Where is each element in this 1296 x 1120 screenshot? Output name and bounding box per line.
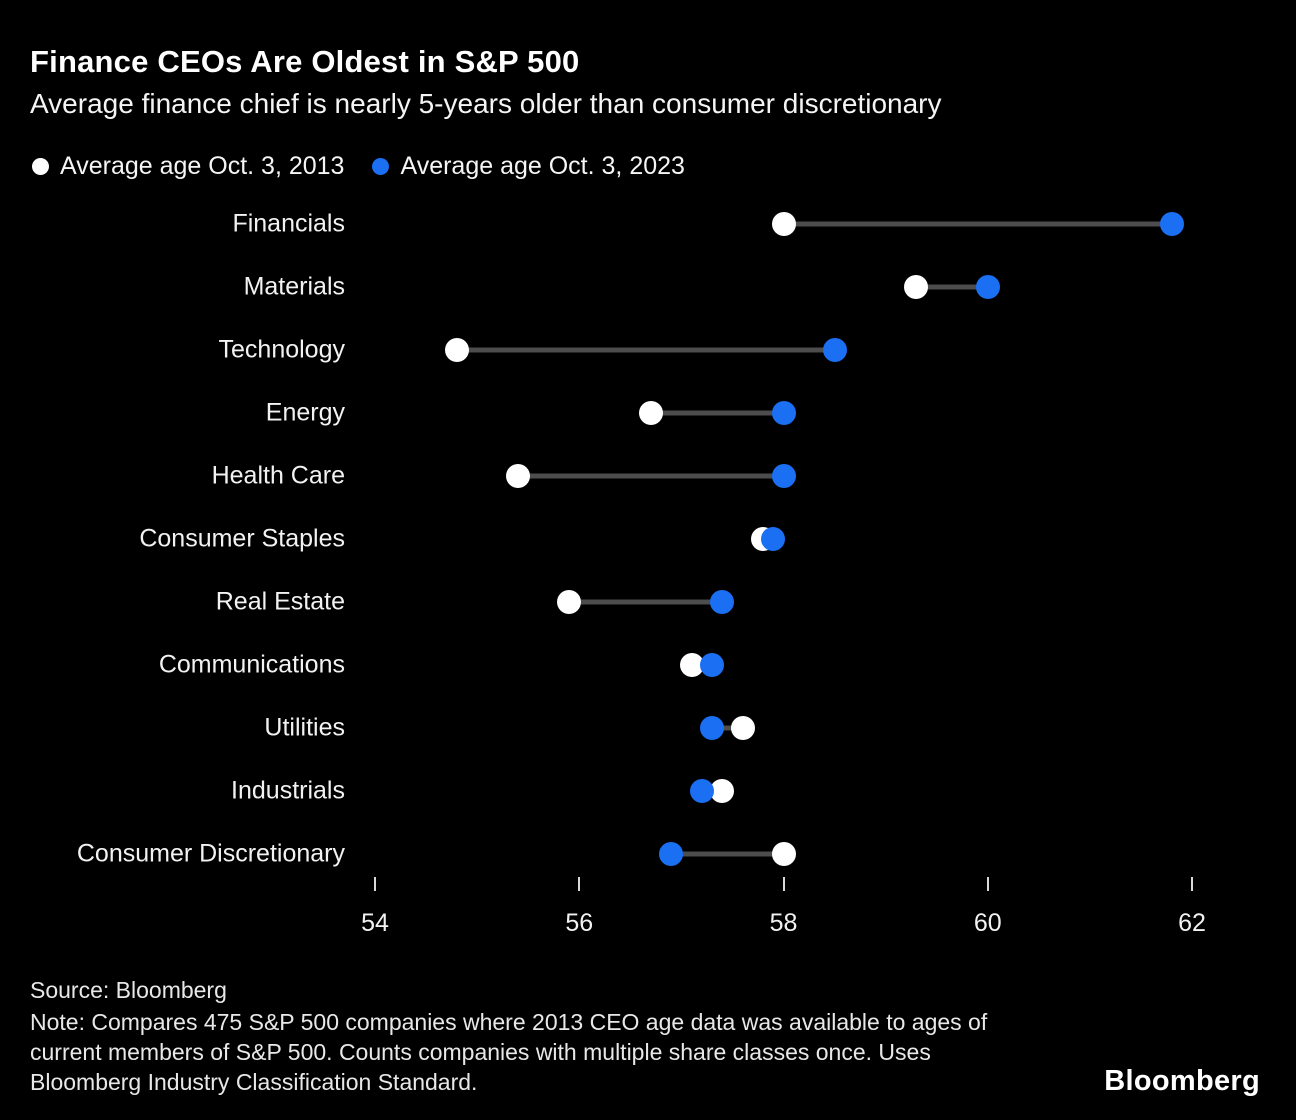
dot-2013 (679, 652, 704, 677)
chart-row: Utilities (0, 696, 1296, 759)
row-plot (375, 570, 1192, 633)
row-plot (375, 381, 1192, 444)
category-label: Communications (158, 650, 345, 678)
category-label: Utilities (264, 713, 345, 741)
category-label: Energy (265, 398, 345, 426)
chart-row: Health Care (0, 444, 1296, 507)
chart-row: Consumer Discretionary (0, 822, 1296, 885)
category-label: Materials (243, 272, 345, 300)
chart-row: Industrials (0, 759, 1296, 822)
legend-label: Average age Oct. 3, 2013 (60, 152, 345, 180)
dot-2023 (975, 274, 1000, 299)
chart-subtitle: Average finance chief is nearly 5-years … (30, 88, 942, 119)
dot-2023 (710, 589, 735, 614)
note-text: Note: Compares 475 S&P 500 companies whe… (30, 1009, 988, 1095)
connector-line (456, 347, 835, 352)
bloomberg-logo: Bloomberg (1104, 1065, 1260, 1097)
legend-dot-icon (372, 158, 390, 175)
dot-2013 (904, 274, 929, 299)
axis-tick-mark (986, 877, 989, 891)
category-label: Consumer Discretionary (76, 839, 345, 867)
category-label: Industrials (231, 776, 345, 804)
chart-row: Communications (0, 633, 1296, 696)
dumbbell-chart: Financials Materials Technology Energy Healt… (0, 192, 1296, 885)
axis-tick-mark (782, 877, 785, 891)
legend-item: Average age Oct. 3, 2013 (32, 152, 344, 181)
category-label: Health Care (211, 461, 345, 489)
dot-2023 (761, 526, 786, 551)
dot-2023 (822, 337, 847, 362)
chart-row: Consumer Staples (0, 507, 1296, 570)
row-plot (375, 633, 1192, 696)
category-label: Technology (218, 335, 345, 363)
connector-line (671, 851, 784, 856)
chart-row: Technology (0, 318, 1296, 381)
dot-2023 (700, 715, 724, 740)
chart-row: Real Estate (0, 570, 1296, 633)
dot-2023 (700, 652, 724, 677)
category-label: Real Estate (215, 587, 345, 615)
axis-tick-label: 54 (361, 909, 389, 937)
chart-row: Materials (0, 255, 1296, 318)
connector-line (517, 473, 784, 478)
legend-item: Average age Oct. 3, 2023 (372, 152, 685, 181)
axis-tick-mark (1191, 877, 1193, 891)
category-label: Consumer Staples (139, 524, 345, 552)
row-plot (375, 507, 1192, 570)
dot-2013 (771, 841, 796, 866)
dot-2013 (710, 778, 735, 803)
chart-row: Energy (0, 381, 1296, 444)
x-axis: 54 56 58 60 62 (361, 877, 1206, 947)
dot-2023 (659, 841, 684, 866)
row-plot (375, 696, 1192, 759)
row-plot (375, 444, 1192, 507)
axis-tick-label: 58 (769, 909, 798, 937)
legend-dot-icon (32, 158, 49, 175)
legend: Average age Oct. 3, 2013 Average age Oct.… (32, 152, 685, 181)
dot-2013 (730, 715, 755, 740)
row-plot (375, 255, 1192, 318)
row-plot (375, 759, 1192, 822)
dot-2023 (689, 778, 714, 803)
chart-title: Finance CEOs Are Oldest in S&P 500 (30, 44, 580, 79)
axis-tick-label: 60 (973, 909, 1002, 937)
axis-tick-mark (374, 877, 376, 891)
source-text: Source: Bloomberg (30, 977, 227, 1003)
dot-2013 (444, 337, 469, 362)
legend-label: Average age Oct. 3, 2023 (400, 152, 685, 180)
dot-2013 (557, 589, 582, 614)
connector-line (783, 221, 1172, 226)
dot-2023 (1159, 211, 1184, 236)
row-plot (375, 192, 1192, 255)
dot-2013 (638, 400, 663, 425)
axis-tick-mark (578, 877, 581, 891)
chart-row: Financials (0, 192, 1296, 255)
row-plot (375, 318, 1192, 381)
dot-2013 (771, 211, 796, 236)
dot-2023 (771, 400, 796, 425)
connector-line (916, 284, 988, 289)
connector-line (712, 725, 743, 730)
connector-line (650, 410, 784, 415)
connector-line (569, 599, 723, 604)
axis-tick-label: 62 (1178, 909, 1206, 937)
row-plot (375, 822, 1192, 885)
axis-tick-label: 56 (565, 909, 594, 937)
dot-2013 (505, 463, 530, 488)
dot-2023 (771, 463, 796, 488)
category-label: Financials (232, 209, 345, 237)
